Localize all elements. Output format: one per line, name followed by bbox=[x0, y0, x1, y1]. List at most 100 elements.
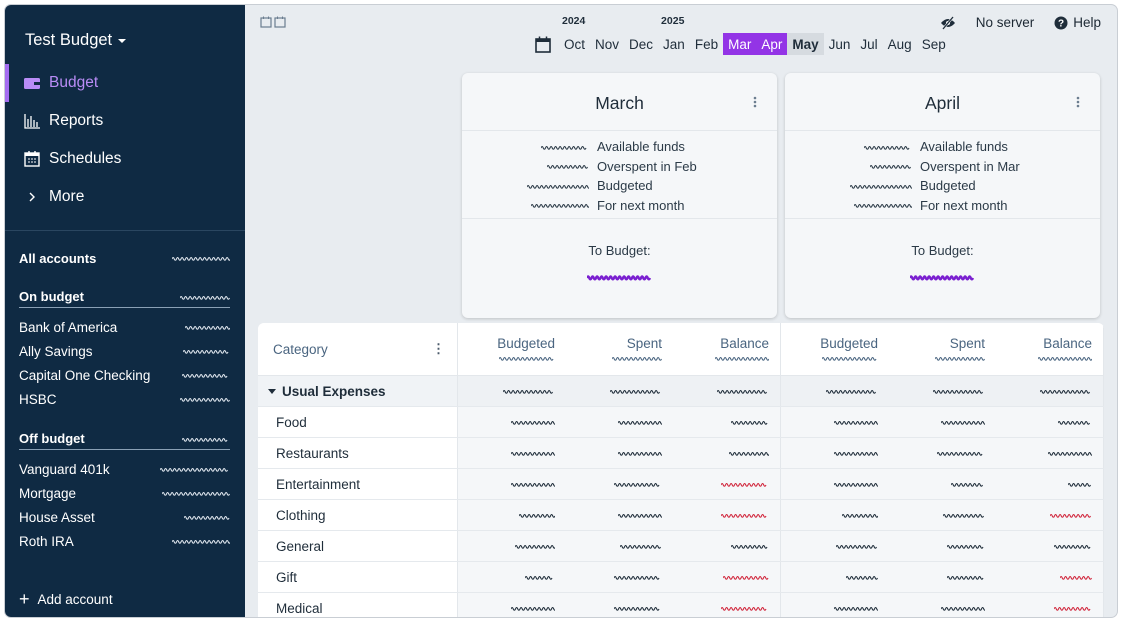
account-group-off-budget[interactable]: Off budget bbox=[19, 428, 230, 450]
amount-cell[interactable] bbox=[995, 376, 1102, 406]
sidebar-item-schedules[interactable]: Schedules bbox=[5, 140, 245, 178]
caret-down-icon[interactable] bbox=[268, 388, 276, 394]
amount-cell[interactable] bbox=[672, 531, 779, 561]
calendar-icon[interactable] bbox=[260, 16, 272, 28]
month-jan[interactable]: 2025 Jan bbox=[658, 15, 690, 55]
amount-cell[interactable] bbox=[888, 407, 995, 437]
month-mar[interactable]: Mar bbox=[723, 33, 757, 55]
month-jul[interactable]: Jul bbox=[855, 33, 882, 55]
category-name[interactable]: Clothing bbox=[258, 500, 458, 530]
kebab-menu-icon[interactable]: ⋮ bbox=[432, 341, 445, 356]
sidebar-item-reports[interactable]: Reports bbox=[5, 102, 245, 140]
amount-cell[interactable] bbox=[565, 469, 672, 499]
amount-cell[interactable] bbox=[888, 469, 995, 499]
amount-cell[interactable] bbox=[458, 531, 565, 561]
account-item[interactable]: Roth IRA bbox=[19, 530, 230, 552]
amount-cell[interactable] bbox=[995, 562, 1102, 592]
account-item[interactable]: Bank of America bbox=[19, 316, 230, 338]
amount-cell[interactable] bbox=[781, 500, 888, 530]
amount-cell[interactable] bbox=[565, 376, 672, 406]
account-item[interactable]: Mortgage bbox=[19, 482, 230, 504]
month-aug[interactable]: Aug bbox=[883, 33, 917, 55]
amount-cell[interactable] bbox=[672, 376, 779, 406]
amount-cell[interactable] bbox=[781, 593, 888, 617]
amount-cell[interactable] bbox=[781, 376, 888, 406]
account-item[interactable]: Capital One Checking bbox=[19, 364, 230, 386]
category-row[interactable]: General bbox=[258, 531, 1104, 562]
account-item[interactable]: HSBC bbox=[19, 388, 230, 410]
amount-cell[interactable] bbox=[781, 407, 888, 437]
amount-cell[interactable] bbox=[888, 593, 995, 617]
amount-cell[interactable] bbox=[888, 376, 995, 406]
month-may[interactable]: May bbox=[787, 33, 824, 55]
amount-cell[interactable] bbox=[458, 593, 565, 617]
amount-cell[interactable] bbox=[781, 469, 888, 499]
category-name[interactable]: Entertainment bbox=[258, 469, 458, 499]
account-group-all-accounts[interactable]: All accounts bbox=[19, 247, 230, 269]
sidebar-item-more[interactable]: More bbox=[5, 178, 245, 216]
amount-cell[interactable] bbox=[565, 531, 672, 561]
category-row[interactable]: Medical bbox=[258, 593, 1104, 617]
amount-cell[interactable] bbox=[781, 531, 888, 561]
category-group-name[interactable]: Usual Expenses bbox=[258, 376, 458, 406]
amount-cell[interactable] bbox=[458, 407, 565, 437]
amount-cell[interactable] bbox=[565, 500, 672, 530]
calendar-icon[interactable] bbox=[535, 36, 551, 53]
amount-cell[interactable] bbox=[995, 469, 1102, 499]
view-toggle[interactable] bbox=[260, 16, 286, 28]
amount-cell[interactable] bbox=[458, 469, 565, 499]
kebab-menu-icon[interactable] bbox=[1076, 95, 1080, 113]
month-sep[interactable]: Sep bbox=[917, 33, 951, 55]
amount-cell[interactable] bbox=[565, 562, 672, 592]
month-dec[interactable]: Dec bbox=[624, 33, 658, 55]
month-jun[interactable]: Jun bbox=[824, 33, 856, 55]
category-group-row[interactable]: Usual Expenses bbox=[258, 376, 1104, 407]
category-name[interactable]: General bbox=[258, 531, 458, 561]
amount-cell[interactable] bbox=[672, 562, 779, 592]
amount-cell[interactable] bbox=[672, 593, 779, 617]
amount-cell[interactable] bbox=[458, 562, 565, 592]
category-row[interactable]: Restaurants bbox=[258, 438, 1104, 469]
amount-cell[interactable] bbox=[672, 407, 779, 437]
category-name[interactable]: Food bbox=[258, 407, 458, 437]
amount-cell[interactable] bbox=[995, 500, 1102, 530]
category-name[interactable]: Gift bbox=[258, 562, 458, 592]
add-account-button[interactable]: + Add account bbox=[19, 589, 113, 610]
amount-cell[interactable] bbox=[672, 438, 779, 468]
help-button[interactable]: ? Help bbox=[1054, 15, 1101, 30]
amount-cell[interactable] bbox=[672, 500, 779, 530]
amount-cell[interactable] bbox=[458, 376, 565, 406]
amount-cell[interactable] bbox=[781, 562, 888, 592]
amount-cell[interactable] bbox=[672, 469, 779, 499]
sidebar-item-budget[interactable]: Budget bbox=[5, 64, 245, 102]
account-item[interactable]: House Asset bbox=[19, 506, 230, 528]
category-row[interactable]: Clothing bbox=[258, 500, 1104, 531]
budget-name-menu[interactable]: Test Budget bbox=[25, 31, 127, 50]
account-item[interactable]: Vanguard 401k bbox=[19, 458, 230, 480]
amount-cell[interactable] bbox=[458, 500, 565, 530]
privacy-toggle[interactable] bbox=[940, 15, 956, 30]
amount-cell[interactable] bbox=[995, 531, 1102, 561]
amount-cell[interactable] bbox=[888, 531, 995, 561]
category-row[interactable]: Gift bbox=[258, 562, 1104, 593]
category-name[interactable]: Restaurants bbox=[258, 438, 458, 468]
amount-cell[interactable] bbox=[888, 562, 995, 592]
amount-cell[interactable] bbox=[995, 407, 1102, 437]
category-name[interactable]: Medical bbox=[258, 593, 458, 617]
category-row[interactable]: Entertainment bbox=[258, 469, 1104, 500]
category-row[interactable]: Food bbox=[258, 407, 1104, 438]
month-apr[interactable]: Apr bbox=[756, 33, 788, 55]
amount-cell[interactable] bbox=[565, 593, 672, 617]
amount-cell[interactable] bbox=[458, 438, 565, 468]
month-nov[interactable]: Nov bbox=[590, 33, 624, 55]
account-group-on-budget[interactable]: On budget bbox=[19, 286, 230, 308]
calendar-icon[interactable] bbox=[274, 16, 286, 28]
kebab-menu-icon[interactable] bbox=[753, 95, 757, 113]
amount-cell[interactable] bbox=[995, 593, 1102, 617]
amount-cell[interactable] bbox=[888, 438, 995, 468]
amount-cell[interactable] bbox=[781, 438, 888, 468]
server-status[interactable]: No server bbox=[975, 15, 1035, 30]
month-feb[interactable]: Feb bbox=[690, 33, 723, 55]
amount-cell[interactable] bbox=[565, 438, 672, 468]
amount-cell[interactable] bbox=[995, 438, 1102, 468]
